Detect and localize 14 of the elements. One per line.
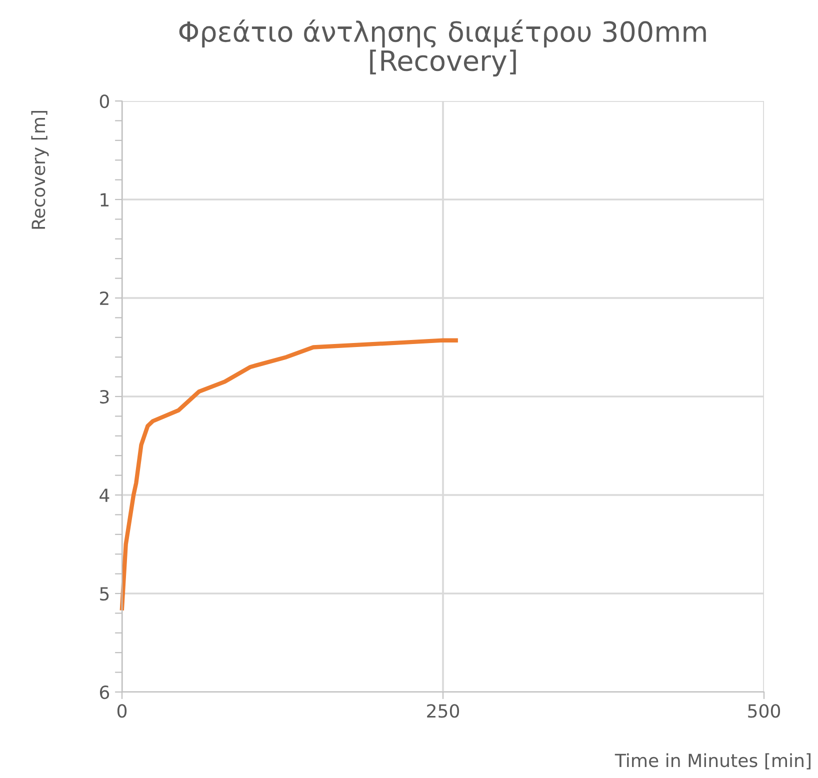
x-tick-label: 500	[748, 704, 780, 718]
line-series	[120, 338, 458, 610]
x-axis-title: Time in Minutes [min]	[614, 753, 810, 770]
y-tick-label: 1	[100, 193, 109, 206]
y-axis-title: Recovery [m]	[31, 110, 49, 229]
x-tick-label: 0	[117, 704, 127, 718]
y-tick-label: 3	[100, 390, 109, 404]
chart-title: Φρεάτιο άντλησης διαμέτρου 300mm [Recovery]	[179, 19, 706, 77]
x-tick-label: 250	[427, 704, 460, 718]
y-tick-label: 4	[100, 488, 110, 502]
y-tick-label: 0	[100, 94, 109, 108]
y-tick-label: 5	[100, 587, 109, 601]
y-tick-label: 2	[100, 291, 108, 305]
y-tick-label: 6	[100, 685, 110, 700]
